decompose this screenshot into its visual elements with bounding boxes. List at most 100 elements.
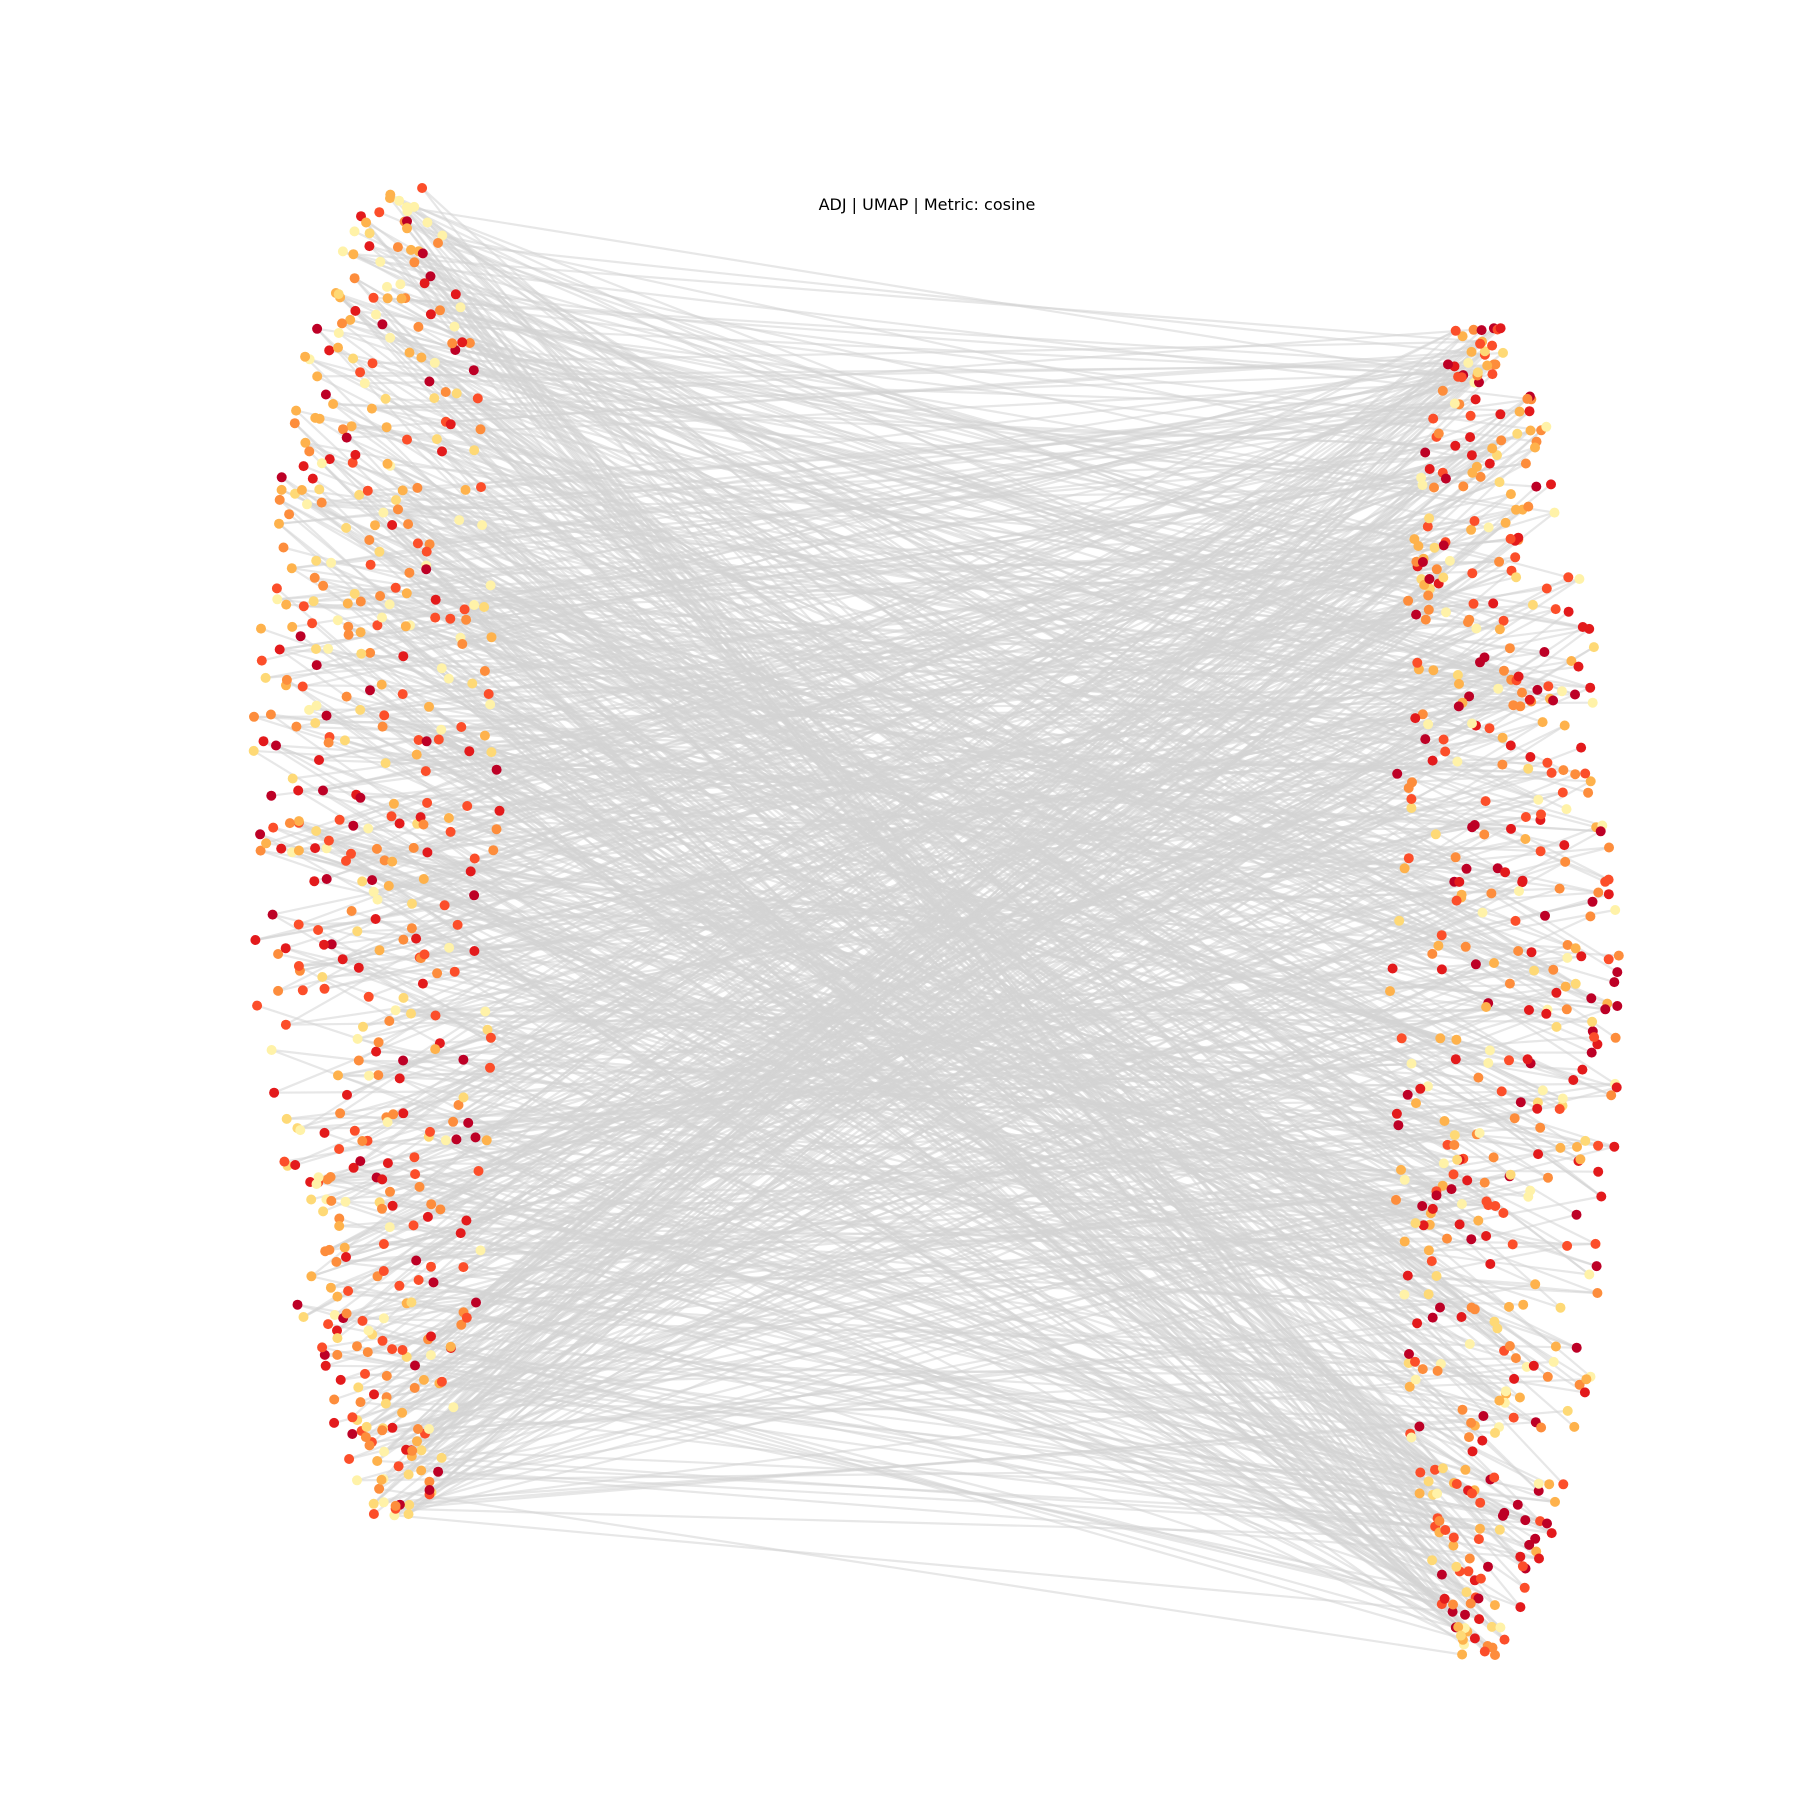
right-cluster-node (1399, 863, 1410, 874)
graph-edge (421, 1469, 1540, 1560)
graph-edge (297, 1036, 1595, 1130)
graph-edge (372, 1333, 1471, 1560)
right-cluster-node (1406, 1432, 1417, 1443)
graph-edge (435, 598, 1535, 972)
graph-edge (336, 1173, 1454, 1263)
left-cluster-node (491, 824, 502, 835)
left-cluster-node (295, 631, 306, 642)
right-cluster-node (1524, 694, 1535, 705)
graph-edge (368, 245, 1562, 1309)
right-cluster-node (1580, 768, 1591, 779)
left-cluster-node (452, 919, 463, 930)
left-cluster-node (465, 866, 476, 877)
right-cluster-node (1499, 1634, 1510, 1645)
graph-edge (483, 605, 1564, 1100)
left-cluster-node (379, 855, 390, 866)
left-cluster-node (413, 1275, 424, 1285)
right-cluster-node (1561, 804, 1572, 815)
right-cluster-node (1555, 1142, 1566, 1153)
graph-edge (460, 636, 1599, 894)
graph-edge (322, 789, 1476, 1492)
left-cluster-node (341, 1252, 351, 1262)
graph-edge (406, 798, 1412, 1305)
graph-edge (416, 462, 1491, 1443)
right-cluster-node (1415, 1083, 1426, 1094)
left-cluster-node (436, 724, 447, 735)
left-cluster-node (421, 564, 432, 575)
left-cluster-node (398, 934, 409, 945)
graph-edge (359, 631, 1464, 1411)
right-cluster-node (1399, 1236, 1410, 1247)
right-cluster-node (1490, 1427, 1500, 1438)
right-cluster-node (1399, 1174, 1410, 1185)
right-cluster-node (1515, 1097, 1526, 1108)
left-cluster-node (367, 875, 378, 886)
right-cluster-node (1460, 1609, 1470, 1620)
left-cluster-node (320, 1360, 331, 1371)
right-cluster-node (1423, 1289, 1434, 1300)
graph-edge (354, 738, 1444, 1132)
right-cluster-node (1511, 572, 1522, 583)
left-cluster-node (319, 939, 329, 950)
right-cluster-node (1593, 887, 1604, 898)
graph-edge (279, 648, 1505, 1514)
right-cluster-node (1396, 1164, 1406, 1175)
right-cluster-node (1443, 359, 1453, 370)
right-cluster-node (1435, 1033, 1446, 1044)
right-cluster-node (1577, 622, 1588, 632)
right-cluster-node (1482, 360, 1493, 371)
left-cluster-node (417, 183, 428, 193)
right-cluster-node (1475, 1523, 1485, 1534)
left-cluster-node (353, 1382, 364, 1393)
graph-edge (253, 715, 1615, 1148)
graph-edge (354, 277, 1533, 954)
right-cluster-node (1613, 950, 1624, 961)
right-cluster-node (1434, 1516, 1445, 1526)
right-cluster-node (1603, 889, 1614, 900)
left-cluster-node (293, 919, 304, 930)
right-cluster-node (1504, 643, 1515, 654)
right-cluster-node (1416, 472, 1427, 483)
left-cluster-node (363, 991, 374, 1002)
right-cluster-node (1407, 777, 1417, 788)
left-cluster-node (367, 358, 378, 369)
left-cluster-node (376, 679, 387, 690)
right-cluster-node (1513, 671, 1524, 682)
graph-edge (397, 508, 1507, 1395)
right-cluster-node (1520, 834, 1531, 844)
left-cluster-node (304, 446, 315, 457)
left-cluster-node (414, 1181, 425, 1192)
left-cluster-node (455, 302, 466, 313)
left-cluster-node (457, 337, 468, 348)
left-cluster-node (314, 413, 325, 424)
right-cluster-node (1448, 1532, 1459, 1543)
right-cluster-node (1483, 522, 1494, 533)
graph-edge (278, 402, 1455, 525)
graph-edge (379, 1201, 1586, 1394)
left-cluster-node (291, 721, 302, 732)
graph-edge (301, 488, 1545, 654)
right-cluster-node (1420, 447, 1431, 458)
right-cluster-node (1532, 1103, 1543, 1114)
right-cluster-node (1522, 393, 1533, 404)
right-cluster-node (1423, 1476, 1434, 1487)
right-cluster-node (1541, 421, 1552, 432)
right-cluster-node (1576, 742, 1587, 753)
right-cluster-node (1550, 1341, 1561, 1352)
left-cluster-node (376, 1474, 387, 1485)
right-cluster-node (1431, 1271, 1442, 1281)
left-cluster-node (421, 736, 432, 747)
right-cluster-node (1559, 840, 1570, 851)
right-cluster-node (1551, 987, 1562, 998)
right-cluster-node (1549, 507, 1560, 518)
graph-edge (418, 738, 1442, 937)
right-cluster-node (1438, 734, 1449, 745)
left-cluster-node (485, 1062, 495, 1073)
left-cluster-node (377, 1425, 388, 1436)
right-cluster-node (1466, 1234, 1477, 1245)
graph-edge (395, 982, 1576, 1012)
right-cluster-node (1427, 1203, 1438, 1214)
left-cluster-node (333, 289, 344, 300)
right-cluster-node (1417, 557, 1428, 567)
graph-edge (453, 1158, 1458, 1409)
